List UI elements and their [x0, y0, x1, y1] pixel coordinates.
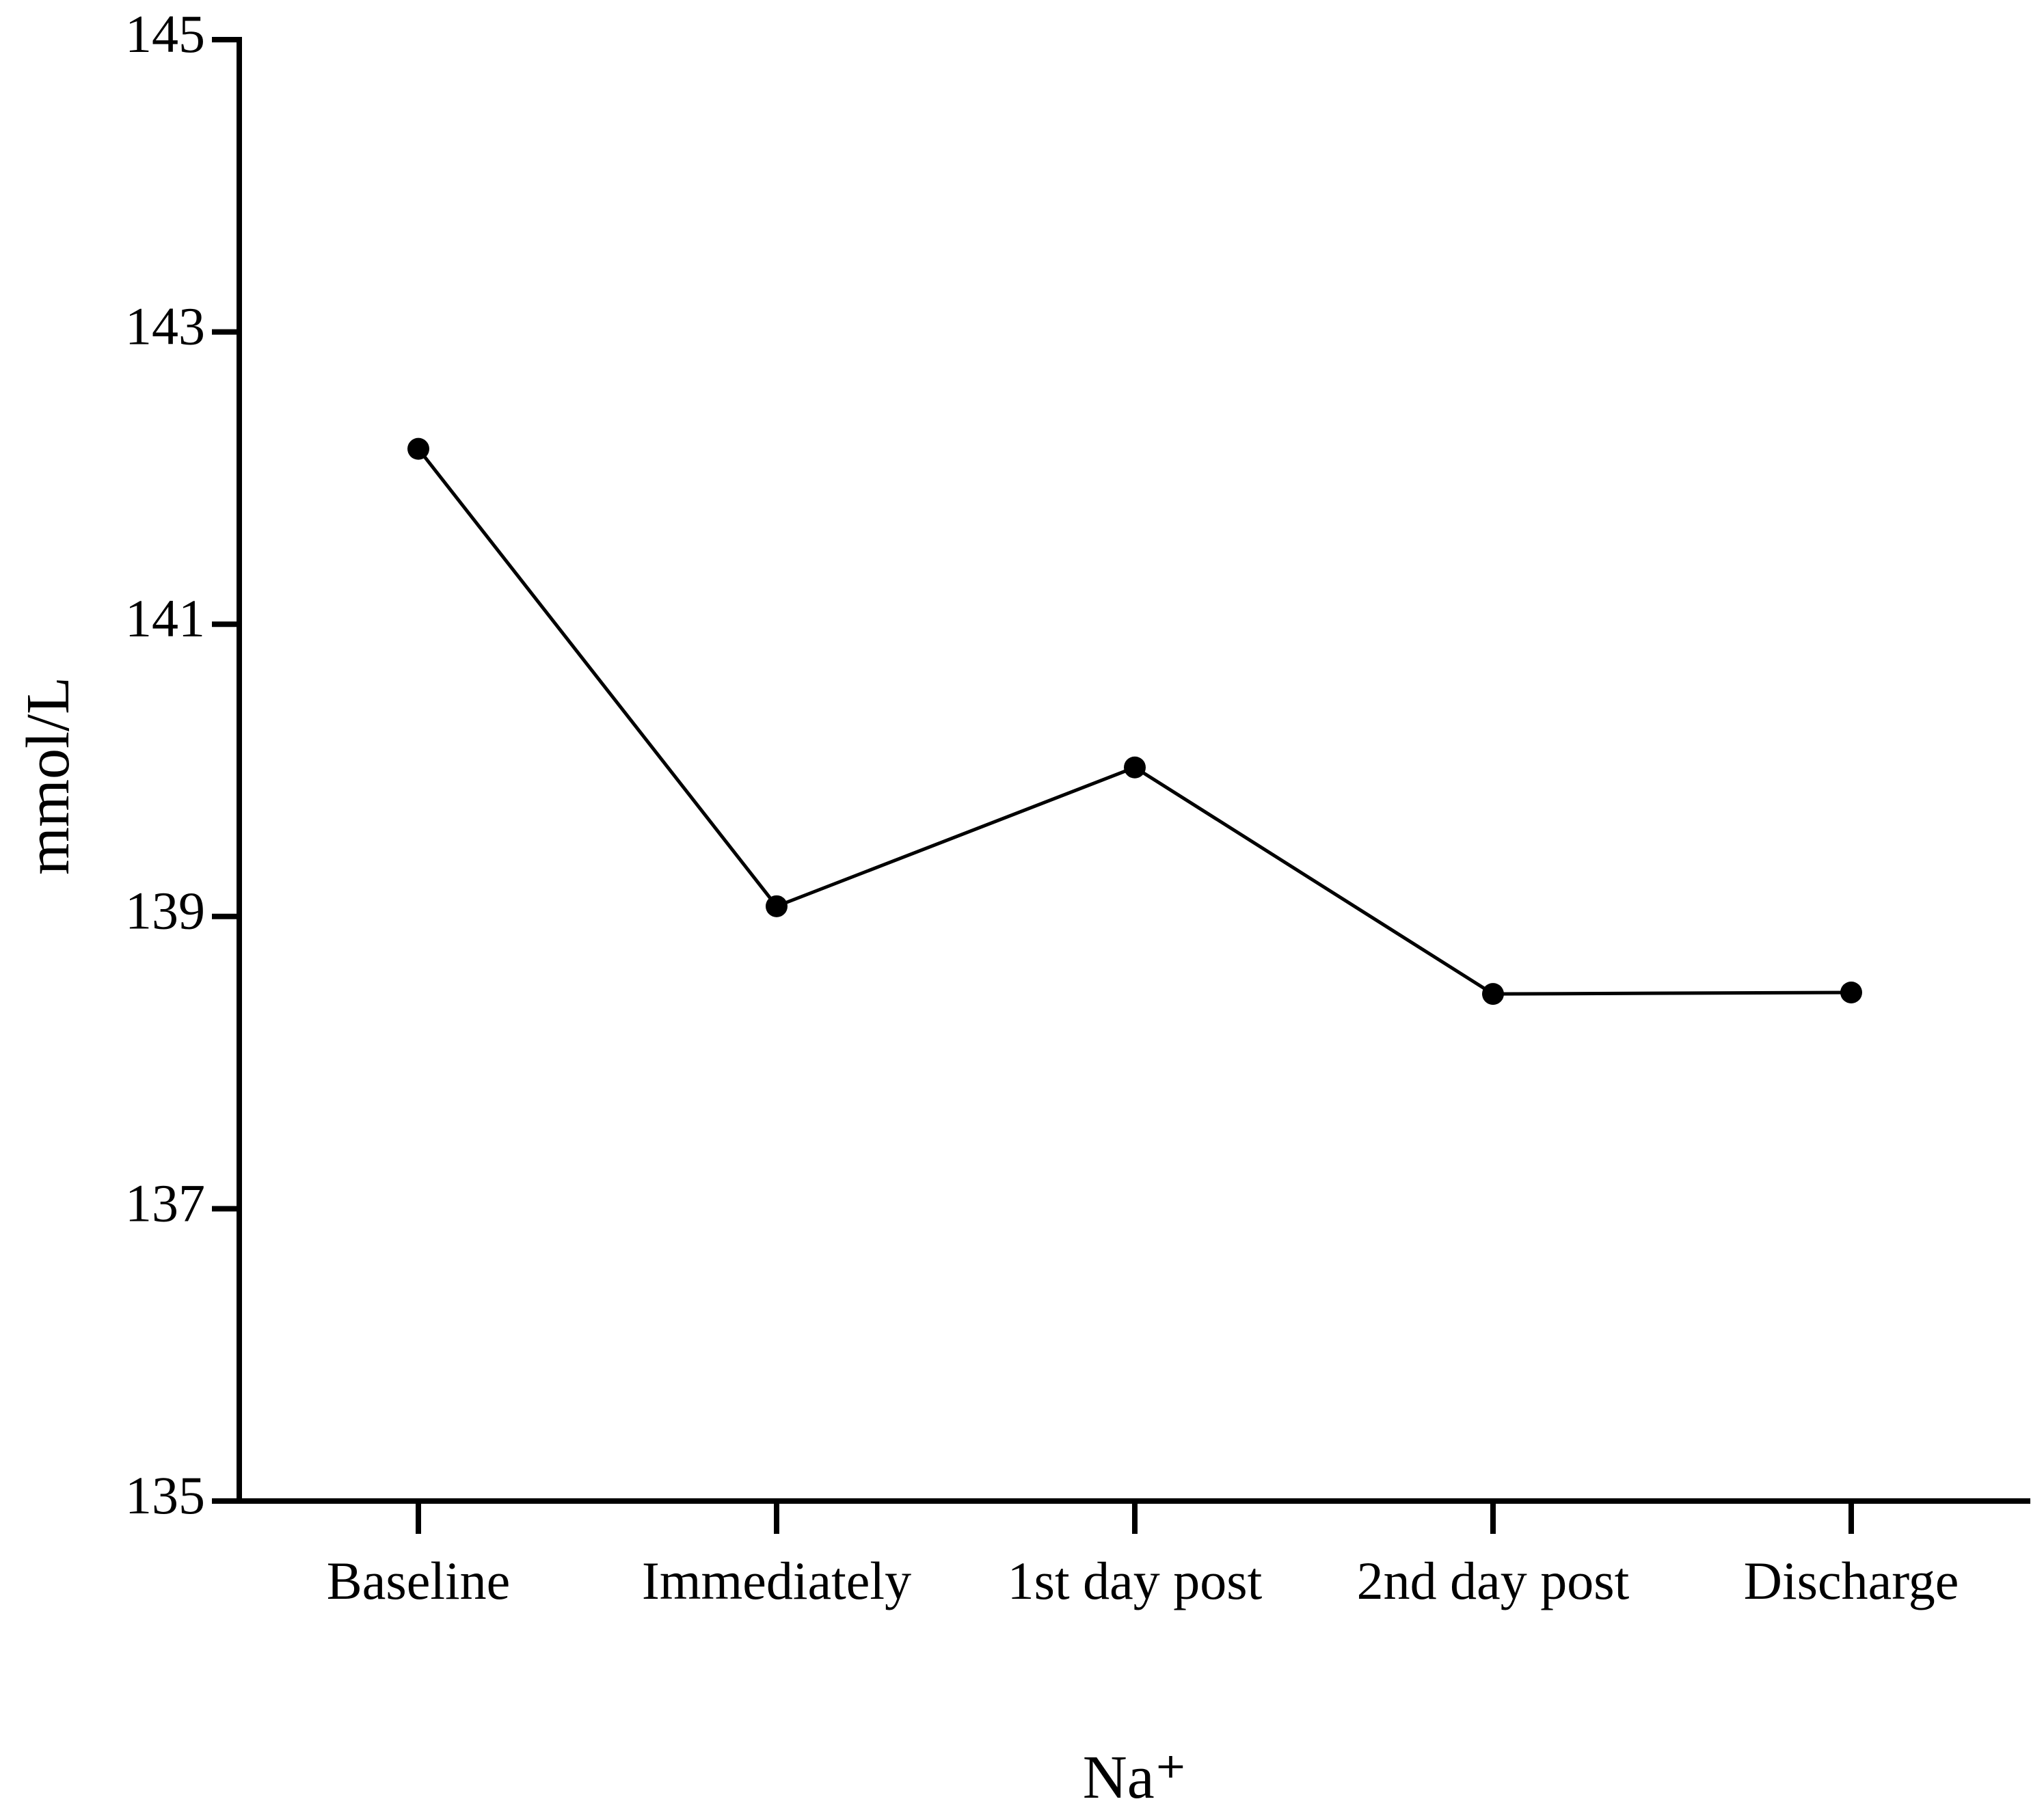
marker — [766, 895, 788, 917]
x-tick-label: Baseline — [327, 1551, 511, 1610]
marker — [1840, 981, 1862, 1003]
y-tick-label: 141 — [125, 589, 205, 648]
marker — [1482, 983, 1504, 1005]
y-tick-label: 139 — [125, 881, 205, 941]
marker — [1124, 756, 1146, 779]
y-tick-label: 135 — [125, 1465, 205, 1525]
x-axis-title: Na⁺ — [1083, 1744, 1187, 1810]
y-axis-title: mmol/L — [14, 677, 82, 875]
x-tick-label: 2nd day post — [1357, 1551, 1630, 1610]
y-tick-label: 145 — [125, 4, 205, 64]
line — [417, 448, 1852, 996]
x-tick-label: 1st day post — [1008, 1551, 1263, 1610]
x-tick-label: Immediately — [642, 1551, 911, 1610]
marker — [407, 437, 429, 460]
x-tick-label: Discharge — [1744, 1551, 1959, 1610]
y-tick-label: 143 — [125, 297, 205, 356]
y-tick-label: 137 — [125, 1173, 205, 1232]
